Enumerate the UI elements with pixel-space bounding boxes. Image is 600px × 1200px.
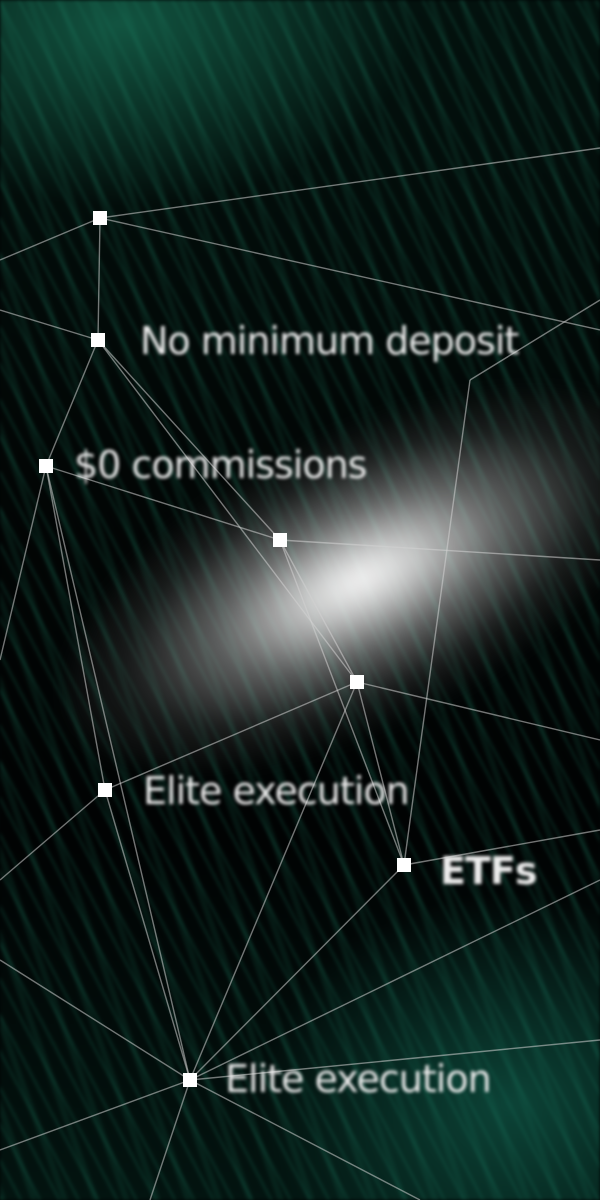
label-etfs: ETFs — [440, 849, 537, 893]
network-line — [45, 465, 281, 541]
network-line — [97, 339, 281, 541]
network-line — [279, 539, 405, 866]
network-line — [99, 147, 600, 219]
network-line — [356, 681, 405, 866]
network-node — [397, 858, 411, 872]
network-node — [39, 459, 53, 473]
label-elite-execution: Elite execution — [143, 769, 410, 813]
network-line — [403, 829, 600, 866]
network-node — [93, 211, 107, 225]
network-line — [45, 465, 191, 1081]
network-line — [189, 681, 358, 1081]
network-line — [149, 1079, 191, 1200]
network-line — [97, 339, 358, 683]
network-line — [403, 379, 471, 866]
network-line — [279, 539, 600, 561]
network-line — [0, 1079, 191, 1151]
network-line — [189, 1039, 600, 1081]
label-zero-commissions: $0 commissions — [74, 443, 367, 487]
network-line — [97, 217, 101, 341]
network-line — [0, 465, 47, 661]
label-no-minimum-deposit: No minimum deposit — [140, 319, 519, 363]
network-line — [45, 339, 99, 467]
network-line — [0, 217, 101, 261]
network-line — [356, 681, 600, 741]
network-line — [45, 465, 106, 791]
network-line — [99, 217, 600, 331]
network-line — [469, 299, 600, 381]
network-line — [279, 539, 358, 683]
network-node — [183, 1073, 197, 1087]
network-node — [98, 783, 112, 797]
network-line — [0, 309, 99, 341]
network-line — [0, 959, 191, 1081]
network-line — [0, 789, 106, 881]
network-line — [189, 879, 600, 1081]
network-line — [189, 864, 405, 1081]
network-line — [189, 1079, 421, 1200]
network-line — [104, 681, 358, 791]
network-node — [273, 533, 287, 547]
label-elite-execution-bottom: Elite execution — [225, 1057, 492, 1101]
network-node — [91, 333, 105, 347]
network-node — [350, 675, 364, 689]
network-line — [104, 789, 191, 1081]
